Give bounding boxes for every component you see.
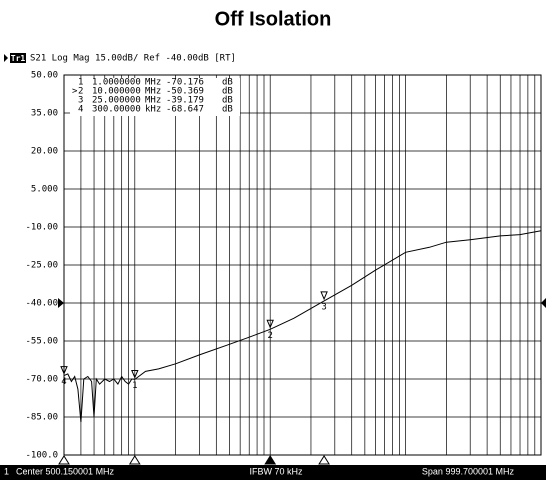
- marker-num: 3: [78, 96, 83, 106]
- marker-axis-triangle: [58, 455, 70, 465]
- y-tick-label: 35.00: [31, 109, 58, 119]
- marker-value: -39.179: [166, 96, 204, 106]
- marker-unit: MHz: [145, 78, 161, 88]
- y-tick-label: -55.00: [25, 337, 58, 347]
- marker-num: 4: [78, 105, 83, 115]
- y-tick-label: 50.00: [31, 71, 58, 81]
- marker-axis-triangle: [264, 455, 277, 465]
- marker-triangle: [131, 369, 139, 379]
- marker-triangle: [320, 291, 328, 301]
- reference-arrow: [541, 298, 546, 308]
- y-tick-label: 5.000: [31, 185, 58, 195]
- marker-freq: 25.000000: [92, 96, 141, 106]
- marker-unit: MHz: [145, 87, 161, 97]
- trace-arrow: [4, 54, 8, 62]
- marker-unit: MHz: [145, 96, 161, 106]
- y-tick-label: -85.00: [25, 413, 58, 423]
- y-tick-label: -40.00: [25, 299, 58, 309]
- marker-label: 4: [61, 377, 66, 387]
- marker-freq: 1.0000000: [92, 78, 141, 88]
- marker-label: 2: [267, 331, 272, 341]
- y-tick-label: -10.00: [25, 223, 58, 233]
- marker-triangle: [60, 366, 68, 375]
- marker-value: -68.647: [166, 105, 204, 115]
- marker-value-unit: dB: [222, 96, 233, 106]
- marker-value: -50.369: [166, 87, 204, 97]
- marker-triangle: [266, 319, 274, 329]
- marker-freq: 10.000000: [92, 87, 141, 97]
- chart-title: Off Isolation: [215, 8, 332, 30]
- reference-arrow: [58, 298, 64, 308]
- active-marker-symbol: >: [72, 87, 78, 97]
- marker-axis-triangle: [128, 455, 141, 465]
- marker-value: -70.176: [166, 78, 204, 88]
- marker-table-bg: [70, 78, 240, 116]
- marker-value-unit: dB: [222, 105, 233, 115]
- footer-span: Span 999.700001 MHz: [422, 466, 515, 476]
- marker-num: 1: [78, 78, 83, 88]
- trace-badge-bg: [10, 53, 26, 63]
- trace: [63, 230, 542, 423]
- marker-label: 3: [321, 302, 326, 312]
- y-tick-label: -25.00: [25, 261, 58, 271]
- footer-ifbw: IFBW 70 kHz: [249, 466, 303, 476]
- footer-center: Center 500.150001 MHz: [16, 466, 115, 476]
- marker-axis-triangle: [318, 455, 330, 465]
- trace-badge: Tr1: [11, 54, 26, 63]
- footer-bar: [0, 465, 546, 480]
- y-tick-label: -100.0: [25, 451, 58, 461]
- y-tick-label: 20.00: [31, 147, 58, 157]
- y-tick-label: -70.00: [25, 375, 58, 385]
- marker-unit: kHz: [145, 105, 161, 115]
- marker-label: 1: [132, 381, 137, 391]
- footer-channel: 1: [4, 466, 9, 476]
- header: S21 Log Mag 15.00dB/ Ref -40.00dB [RT]: [30, 54, 236, 64]
- marker-freq: 300.00000: [92, 105, 141, 115]
- marker-num: 2: [78, 87, 83, 97]
- marker-value-unit: dB: [222, 78, 233, 88]
- marker-value-unit: dB: [222, 87, 233, 97]
